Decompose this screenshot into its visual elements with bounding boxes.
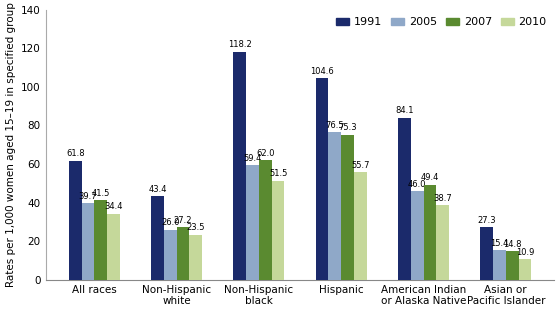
Bar bbox=[329, 132, 341, 280]
Bar bbox=[189, 235, 202, 280]
Bar bbox=[411, 191, 423, 280]
Text: 15.4: 15.4 bbox=[490, 239, 508, 248]
Bar bbox=[436, 205, 449, 280]
Bar bbox=[164, 230, 176, 280]
Bar bbox=[354, 173, 367, 280]
Text: 38.7: 38.7 bbox=[433, 194, 452, 203]
Text: 76.5: 76.5 bbox=[325, 121, 344, 130]
Text: 51.5: 51.5 bbox=[269, 169, 287, 178]
Bar bbox=[82, 203, 94, 280]
Text: 27.3: 27.3 bbox=[477, 216, 496, 225]
Bar bbox=[493, 250, 506, 280]
Text: 14.8: 14.8 bbox=[503, 240, 521, 249]
Y-axis label: Rates per 1,000 women aged 15–19 in specified group: Rates per 1,000 women aged 15–19 in spec… bbox=[6, 2, 16, 287]
Text: 62.0: 62.0 bbox=[256, 149, 274, 158]
Bar bbox=[272, 181, 284, 280]
Text: 34.4: 34.4 bbox=[104, 202, 123, 211]
Bar bbox=[107, 213, 120, 280]
Text: 27.2: 27.2 bbox=[174, 216, 192, 225]
Bar bbox=[176, 227, 189, 280]
Bar bbox=[234, 52, 246, 280]
Text: 46.0: 46.0 bbox=[408, 180, 426, 189]
Text: 23.5: 23.5 bbox=[186, 223, 205, 232]
Text: 39.7: 39.7 bbox=[78, 192, 97, 201]
Bar bbox=[519, 259, 531, 280]
Text: 75.3: 75.3 bbox=[338, 123, 357, 132]
Bar bbox=[246, 165, 259, 280]
Bar bbox=[341, 134, 354, 280]
Text: 43.4: 43.4 bbox=[148, 185, 167, 194]
Bar bbox=[94, 200, 107, 280]
Text: 55.7: 55.7 bbox=[351, 161, 370, 170]
Text: 104.6: 104.6 bbox=[310, 67, 334, 76]
Bar bbox=[480, 227, 493, 280]
Text: 41.5: 41.5 bbox=[91, 188, 110, 197]
Text: 10.9: 10.9 bbox=[516, 248, 534, 256]
Text: 118.2: 118.2 bbox=[228, 40, 251, 49]
Text: 49.4: 49.4 bbox=[421, 173, 439, 182]
Text: 61.8: 61.8 bbox=[66, 149, 85, 158]
Bar bbox=[69, 161, 82, 280]
Legend: 1991, 2005, 2007, 2010: 1991, 2005, 2007, 2010 bbox=[334, 15, 549, 30]
Bar bbox=[151, 196, 164, 280]
Text: 59.4: 59.4 bbox=[244, 154, 262, 163]
Text: 84.1: 84.1 bbox=[395, 106, 414, 115]
Bar bbox=[423, 185, 436, 280]
Bar bbox=[316, 78, 329, 280]
Bar bbox=[398, 118, 411, 280]
Bar bbox=[259, 160, 272, 280]
Bar bbox=[506, 251, 519, 280]
Text: 26.0: 26.0 bbox=[161, 218, 180, 227]
